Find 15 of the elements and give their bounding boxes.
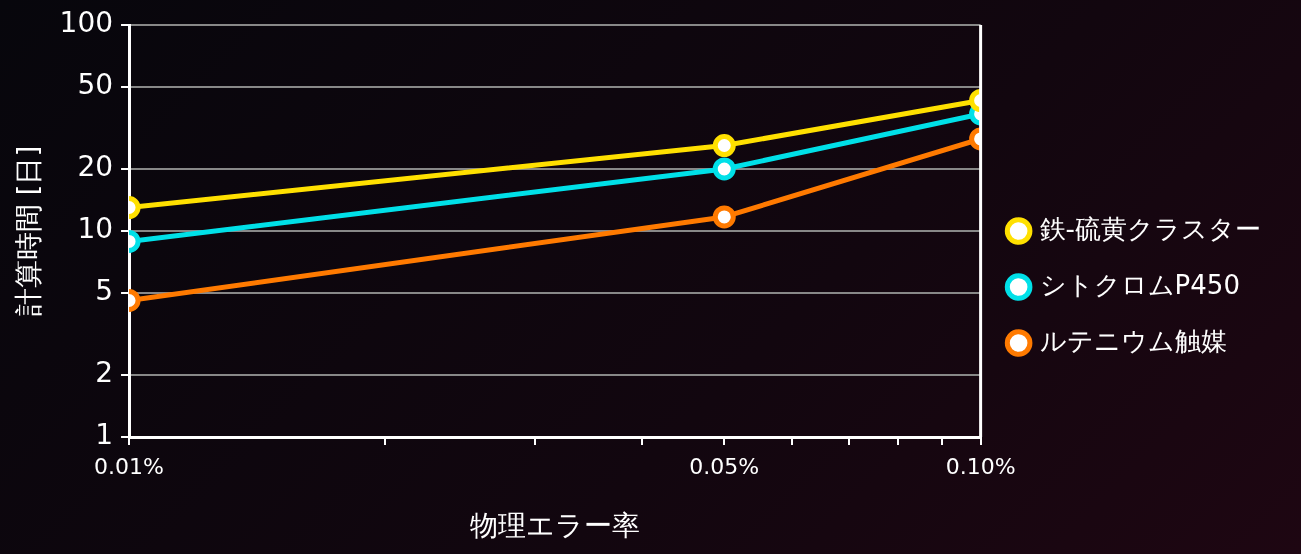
- y-tick-label: 20: [77, 150, 114, 184]
- legend-label: シトクロムP450: [1039, 269, 1240, 300]
- x-axis-title: 物理エラー率: [469, 509, 640, 543]
- y-tick-label: 100: [59, 6, 114, 40]
- legend-label: 鉄-硫黄クラスター: [1039, 213, 1262, 244]
- y-tick-label: 5: [95, 274, 114, 308]
- x-tick-label: 0.05%: [689, 453, 760, 479]
- y-tick-label: 10: [77, 212, 114, 246]
- x-tick-label: 0.10%: [945, 453, 1016, 479]
- y-tick-label: 2: [95, 356, 114, 390]
- y-tick-label: 50: [77, 68, 114, 102]
- x-tick-label: 0.01%: [94, 453, 164, 479]
- y-tick-label: 1: [95, 418, 114, 452]
- y-axis-title: 計算時間 [日]: [12, 145, 46, 317]
- legend-label: ルテニウム触媒: [1039, 325, 1227, 356]
